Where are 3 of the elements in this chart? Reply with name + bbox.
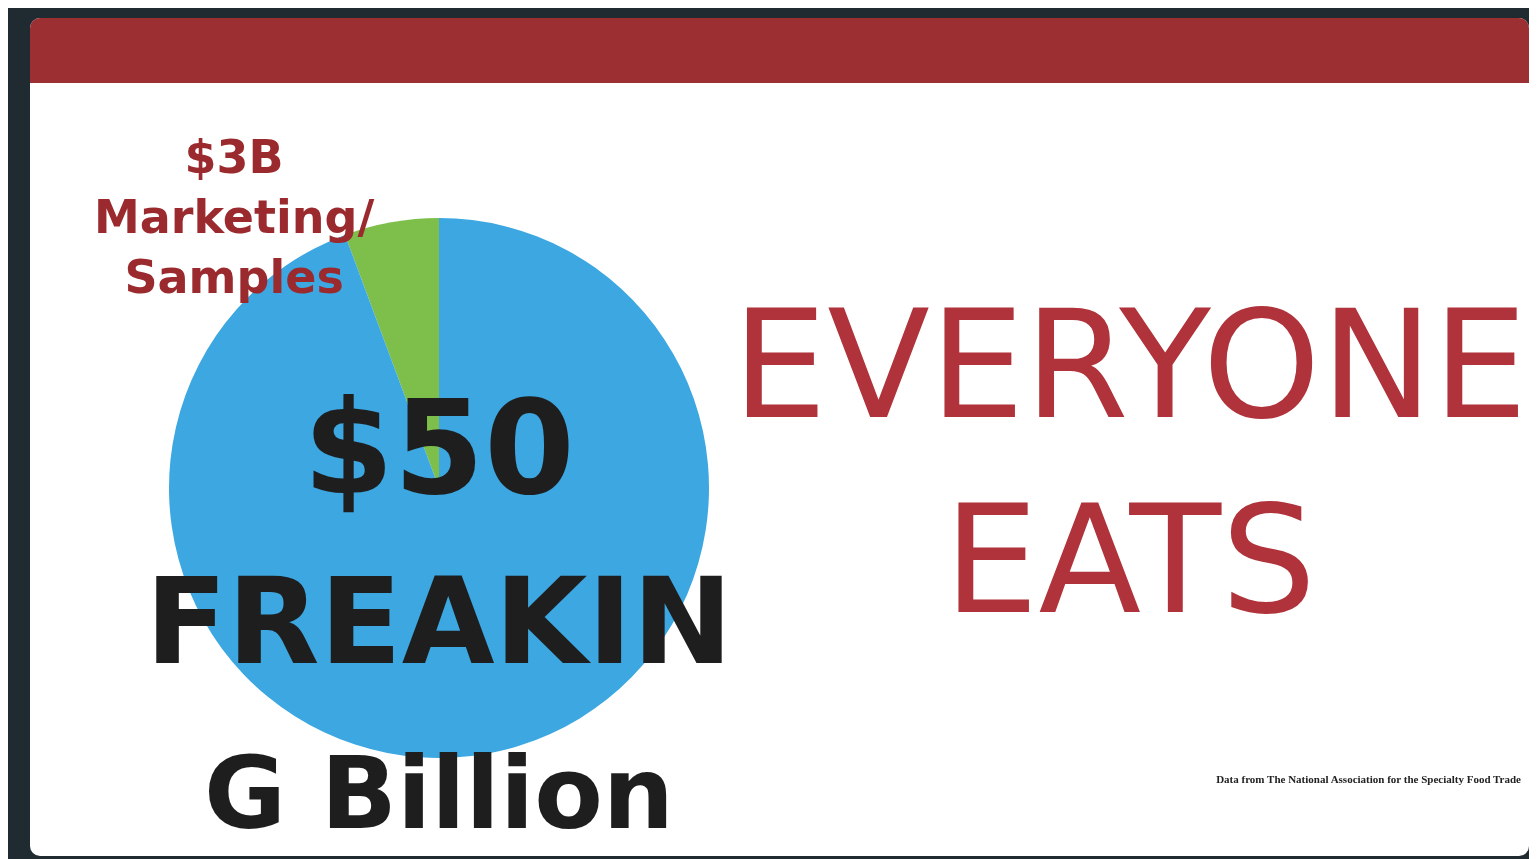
data-label: $3B — [184, 129, 284, 184]
text: EVERYONE EATS — [732, 278, 1528, 647]
text: Data from The National Association for the Specialty Food Trade — [1216, 773, 1521, 785]
